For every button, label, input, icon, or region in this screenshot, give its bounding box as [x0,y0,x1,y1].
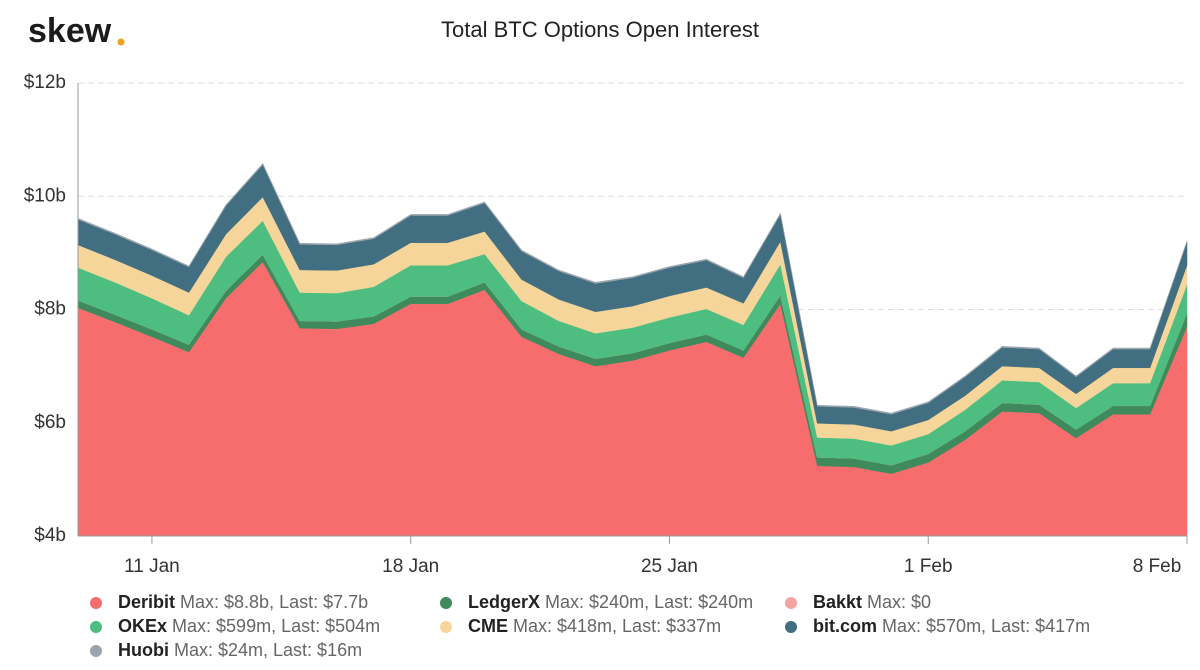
legend-name: bit.com [813,616,877,636]
legend-stats: Max: $599m, Last: $504m [172,616,380,636]
legend-stats: Max: $570m, Last: $417m [882,616,1090,636]
x-tick-label: 11 Jan [124,556,180,577]
legend-entry: Huobi Max: $24m, Last: $16m [118,640,362,660]
legend-entry: bit.com Max: $570m, Last: $417m [813,616,1090,636]
area [77,162,1188,415]
legend-marker [785,621,797,633]
y-tick-label: $4b [34,525,66,546]
legend: Deribit Max: $8.8b, Last: $7.7b LedgerX Max… [90,592,1090,660]
legend-name: Huobi [118,640,169,660]
legend-stats: Max: $418m, Last: $337m [513,616,721,636]
legend-marker [785,597,797,609]
x-tick-label: 18 Jan [382,556,439,577]
axes: $4b $6b $8b $10b $12b 11 Jan 18 Jan 25 Jan 1 Feb… [24,72,1188,577]
legend-entry: Bakkt Max: $0 [813,592,931,612]
legend-stats: Max: $240m, Last: $240m [545,592,753,612]
legend-marker [90,645,102,657]
legend-stats: Max: $0 [867,592,931,612]
legend-stats: Max: $24m, Last: $16m [174,640,362,660]
legend-name: LedgerX [468,592,540,612]
legend-entry: OKEx Max: $599m, Last: $504m [118,616,380,636]
legend-marker [440,597,452,609]
legend-entry: Deribit Max: $8.8b, Last: $7.7b [118,592,368,612]
y-tick-label: $10b [24,185,66,206]
y-tick-label: $6b [34,412,66,433]
legend-marker [440,621,452,633]
x-tick-label: 8 Feb [1133,556,1182,577]
legend-name: OKEx [118,616,167,636]
legend-entry: CME Max: $418m, Last: $337m [468,616,721,636]
legend-name: Deribit [118,592,175,612]
legend-stats: Max: $8.8b, Last: $7.7b [180,592,368,612]
legend-name: CME [468,616,508,636]
x-tick-label: 25 Jan [641,556,698,577]
legend-name: Bakkt [813,592,862,612]
plot-area [77,162,1188,537]
chart-title: Total BTC Options Open Interest [441,17,759,42]
legend-marker [90,597,102,609]
legend-marker [90,621,102,633]
legend-entry: LedgerX Max: $240m, Last: $240m [468,592,753,612]
logo: skew [28,12,112,50]
logo-dot [117,38,125,46]
y-tick-label: $12b [24,72,66,93]
y-tick-label: $8b [34,299,66,320]
x-tick-label: 1 Feb [904,556,953,577]
